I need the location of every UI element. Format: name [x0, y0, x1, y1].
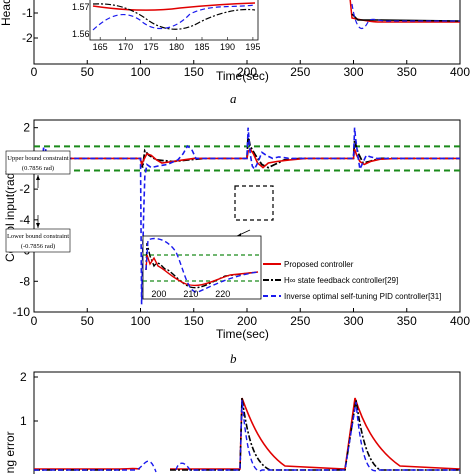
panel-b-caption: b — [230, 351, 237, 366]
panel-b: Control input(rad) 20-2-4-6-8-10 0501001… — [3, 119, 470, 366]
panel-a-inset-hinf-line — [92, 3, 256, 30]
panel-b-xtick-label: 100 — [130, 314, 150, 328]
panel-a-xtick-label: 100 — [130, 65, 150, 79]
panel-a-xtick-label: 50 — [81, 65, 95, 79]
panel-a-xtick-label: 150 — [184, 65, 204, 79]
lower-bound-text: Lower bound constraint — [7, 233, 69, 240]
panel-b-ytick-label: -10 — [13, 305, 31, 319]
panel-a-caption: a — [230, 91, 237, 106]
panel-c-frame — [33, 371, 461, 474]
panel-b-ytick-label: -8 — [19, 274, 30, 288]
panel-a-xlabel: Time(sec) — [216, 69, 269, 83]
panel-b-xtick-label: 300 — [343, 314, 363, 328]
panel-a-xtick-label: 200 — [237, 65, 257, 79]
series-hinf-line — [34, 135, 460, 169]
inset-proposed-line — [145, 254, 259, 287]
panel-b-xtick-label: 200 — [237, 314, 257, 328]
panel-a-inset-xtick-label: 180 — [169, 42, 184, 52]
panel-b-ytick-label: -4 — [19, 213, 30, 227]
lower-bound-arrow-head — [36, 223, 40, 228]
lower-bound-value: (-0.7856 rad) — [21, 243, 55, 250]
panel-b-inset-xtick-label: 210 — [183, 289, 198, 299]
panel-b-xtick-label: 150 — [184, 314, 204, 328]
panel-b-inset-xticks: 200 210 220 — [151, 289, 230, 299]
panel-b-xtick-label: 350 — [397, 314, 417, 328]
panel-b-xlabel: Time(sec) — [216, 327, 269, 341]
upper-bound-arrow-head — [36, 175, 40, 180]
panel-a-inset-xtick-label: 185 — [194, 42, 209, 52]
panel-b-ytick-label: 2 — [23, 121, 30, 135]
upper-bound-text: Upper bound constraint — [7, 155, 69, 162]
panel-b-xticks: 0 50 100 150 200 250 300 350 400 — [31, 308, 470, 328]
panel-a-inset-xtick-label: 165 — [93, 42, 108, 52]
panel-a-inset-proposed-line — [92, 2, 256, 11]
panel-c: 2 1 ing error — [3, 370, 461, 474]
panel-c-pid-line — [34, 399, 460, 473]
panel-a-inset-xtick-label: 190 — [220, 42, 235, 52]
panel-a-inset-xticks: 165 170 175 180 185 190 195 — [93, 37, 260, 52]
upper-bound-value: (0.7856 rad) — [22, 165, 54, 172]
panel-a-pid-line — [351, 3, 460, 30]
panel-a-ylabel: Head — [0, 0, 13, 26]
inset-pid-line — [145, 237, 259, 293]
panel-b-ytick-label: -2 — [19, 182, 30, 196]
panel-a-inset-xtick-label: 195 — [245, 42, 260, 52]
panel-a-inset-ytick: 1.57 — [72, 2, 90, 12]
panel-b-xtick-label: 250 — [290, 314, 310, 328]
panel-a-xtick-label: 350 — [397, 65, 417, 79]
legend-label-proposed: Proposed controller — [284, 260, 354, 269]
panel-a-xtick-label: 400 — [450, 65, 470, 79]
panel-a-ytick-minus1: -1 — [22, 6, 33, 20]
panel-a-hinf-line — [351, 13, 461, 22]
lower-bound-annotation — [5, 228, 71, 253]
panel-b-xtick-label: 50 — [81, 314, 95, 328]
panel-c-proposed-line — [34, 397, 461, 470]
legend: Proposed controller H∞ state feedback co… — [263, 260, 441, 301]
panel-a-inset-xtick-label: 175 — [144, 42, 159, 52]
panel-c-ytick-1: 1 — [20, 414, 27, 428]
zoom-box — [234, 185, 274, 221]
panel-b-xtick-label: 400 — [450, 314, 470, 328]
panel-a-xtick-label: 0 — [31, 65, 38, 79]
panel-c-ylabel: ing error — [3, 431, 17, 474]
panel-a-inset-ytick: 1.56 — [72, 29, 90, 39]
legend-label-pid: Inverse optimal self-tuning PID controll… — [284, 292, 441, 301]
upper-bound-annotation — [5, 150, 71, 175]
panel-a-proposed-line — [349, 0, 460, 23]
panel-c-ytick-2: 2 — [20, 370, 27, 384]
panel-a-xticks: 0 50 100 150 200 250 300 350 400 — [31, 60, 470, 79]
series-pid-line — [34, 127, 460, 305]
panel-c-hinf-line — [34, 397, 460, 471]
panel-a-xtick-label: 300 — [343, 65, 363, 79]
panel-a-inset-frame — [89, 0, 259, 41]
panel-a-inset-xtick-label: 170 — [118, 42, 133, 52]
panel-a-xtick-label: 250 — [290, 65, 310, 79]
panel-b-inset-xtick-label: 220 — [215, 289, 230, 299]
panel-b-inset-xtick-label: 200 — [151, 289, 166, 299]
panel-a: Head -1 -2 0 50 100 150 200 250 300 350 400 Time… — [0, 0, 470, 106]
legend-label-hinf: H∞ state feedback controller[29] — [284, 276, 398, 285]
panel-b-xtick-label: 0 — [31, 314, 38, 328]
panel-a-inset-pid-line — [92, 4, 256, 31]
panel-a-ytick-minus2: -2 — [22, 31, 33, 45]
